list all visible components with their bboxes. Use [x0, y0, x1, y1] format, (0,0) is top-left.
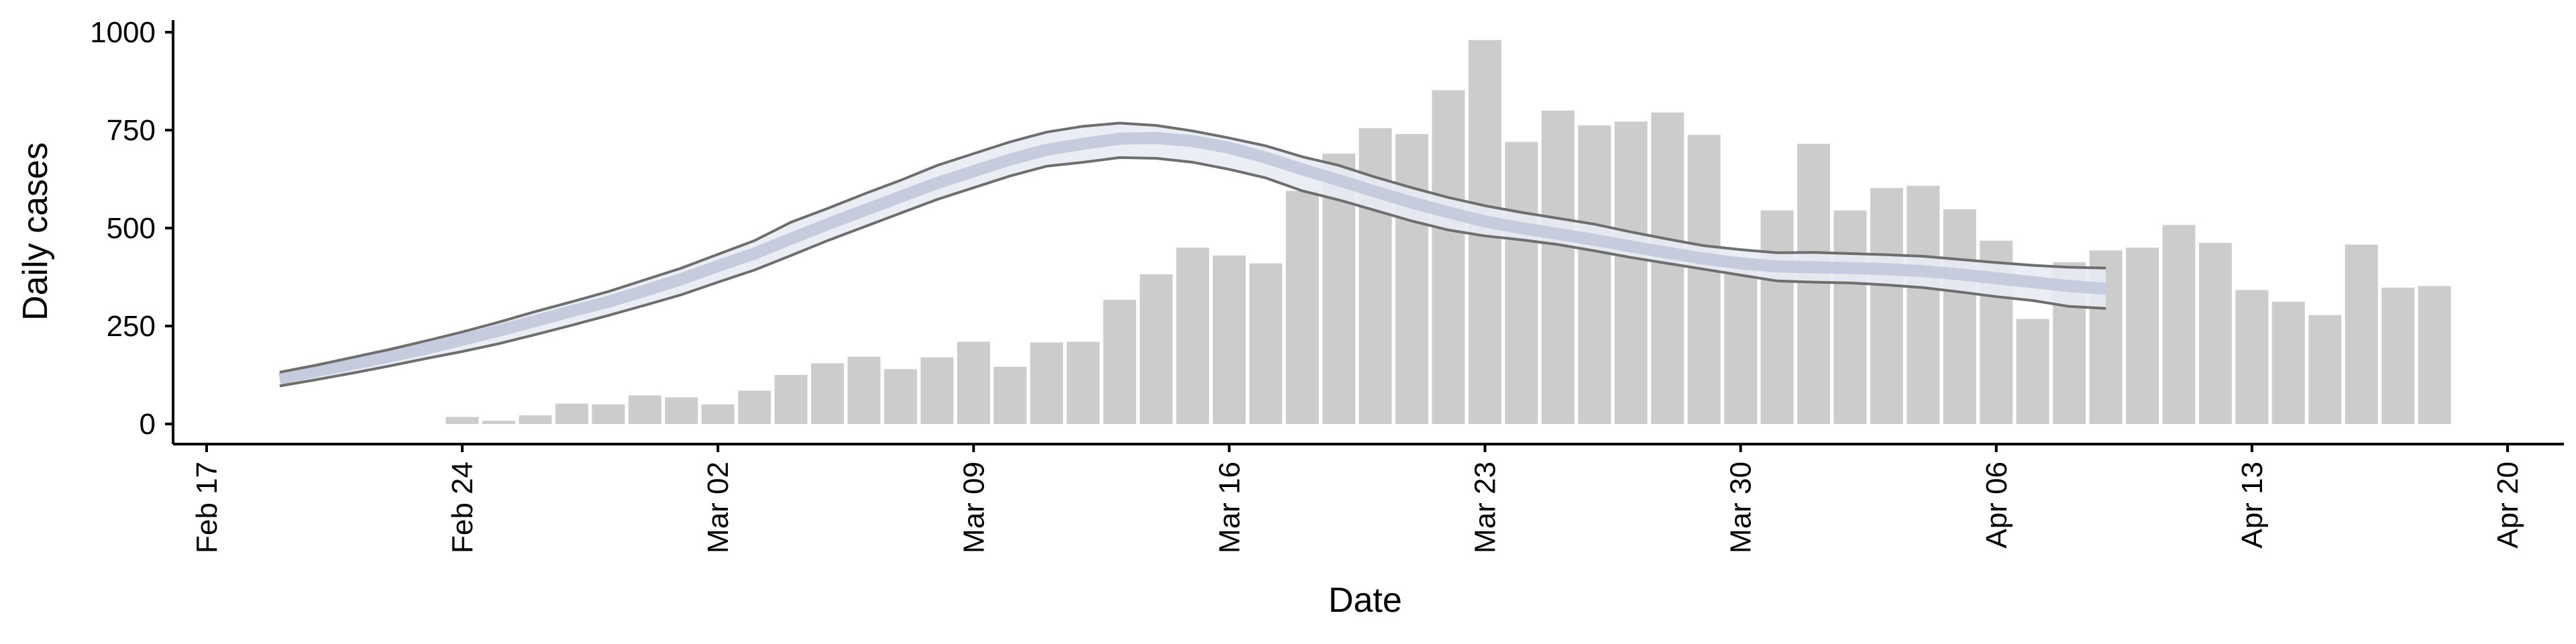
bar-2020-04-17: [2381, 287, 2415, 424]
bar-2020-02-24: [445, 417, 479, 424]
bar-2020-03-04: [774, 375, 808, 424]
x-tick-label-2020-03-30: Mar 30: [1725, 462, 1758, 553]
bar-2020-03-02: [701, 404, 735, 424]
x-axis-title: Date: [1328, 581, 1402, 620]
estimate-median-line: [278, 131, 2106, 385]
x-tick-label-2020-03-16: Mar 16: [1213, 462, 1246, 553]
estimate-lower-bound-line: [279, 156, 2106, 388]
bar-2020-03-18: [1285, 191, 1319, 424]
bar-2020-03-09: [957, 341, 990, 424]
x-tick-label-2020-03-02: Mar 02: [702, 462, 735, 553]
bar-2020-02-26: [519, 415, 552, 424]
bar-2020-02-29: [628, 395, 661, 424]
x-tick-label-2020-02-17: Feb 17: [191, 462, 223, 553]
y-tick-label-500: 500: [107, 212, 156, 245]
bar-2020-04-15: [2308, 315, 2342, 424]
bar-2020-03-07: [883, 369, 917, 424]
bar-2020-03-27: [1614, 121, 1648, 424]
bar-2020-02-25: [482, 421, 516, 424]
bar-2020-03-28: [1651, 112, 1684, 424]
bar-2020-04-14: [2271, 301, 2305, 424]
bar-2020-03-22: [1432, 90, 1465, 424]
bar-2020-02-28: [592, 404, 625, 424]
y-tick-label-0: 0: [140, 408, 156, 441]
x-tick-label-2020-04-06: Apr 06: [1980, 462, 2013, 549]
y-tick-label-750: 750: [107, 114, 156, 147]
bar-2020-04-13: [2235, 290, 2269, 424]
x-tick-label-2020-04-20: Apr 20: [2491, 462, 2524, 549]
bar-2020-04-03: [1870, 188, 1903, 424]
bar-2020-04-05: [1943, 209, 1976, 424]
bar-2020-03-31: [1760, 210, 1794, 424]
bar-2020-04-12: [2198, 243, 2232, 424]
x-tick-label-2020-04-13: Apr 13: [2236, 462, 2269, 549]
bar-2020-03-14: [1140, 274, 1173, 424]
bar-2020-03-03: [738, 390, 771, 424]
bar-2020-03-16: [1212, 255, 1246, 424]
y-tick-label-1000: 1000: [90, 16, 156, 49]
bar-2020-04-16: [2345, 244, 2378, 424]
bar-2020-03-13: [1103, 299, 1136, 424]
x-tick-label-2020-03-09: Mar 09: [957, 462, 990, 553]
bar-2020-03-24: [1505, 142, 1538, 424]
axes-layer: [172, 20, 2564, 445]
y-ticks: 0 250 500 750 1000: [90, 16, 173, 441]
bar-2020-04-04: [1907, 185, 1940, 424]
bar-2020-04-18: [2418, 286, 2451, 424]
x-ticks: Feb 17 Feb 24 Mar 02 Mar 09 Mar 16 Mar 23 Mar …: [191, 444, 2524, 553]
bar-2020-03-01: [665, 397, 698, 424]
bar-2020-03-25: [1541, 110, 1574, 425]
bar-2020-03-10: [994, 366, 1027, 424]
bar-2020-04-02: [1833, 210, 1867, 424]
bar-2020-02-27: [555, 403, 588, 424]
bar-2020-03-15: [1176, 248, 1210, 424]
y-tick-label-250: 250: [107, 310, 156, 343]
bar-2020-03-12: [1067, 341, 1100, 424]
y-axis-title: Daily cases: [16, 142, 55, 321]
bar-2020-03-17: [1249, 263, 1283, 424]
bar-2020-03-30: [1724, 269, 1758, 424]
bar-2020-03-21: [1395, 133, 1429, 425]
estimate-band-layer: [278, 121, 2106, 388]
bar-2020-03-26: [1578, 125, 1611, 424]
bar-2020-04-10: [2126, 248, 2159, 424]
bar-2020-04-07: [2016, 319, 2049, 424]
bar-2020-04-11: [2162, 225, 2196, 424]
x-tick-label-2020-02-24: Feb 24: [446, 462, 479, 553]
bar-2020-04-01: [1797, 144, 1831, 424]
x-tick-label-2020-03-23: Mar 23: [1469, 462, 1502, 553]
bars-layer: [445, 40, 2451, 425]
bar-2020-03-08: [920, 357, 954, 424]
bar-2020-03-06: [847, 356, 881, 424]
bar-2020-03-29: [1687, 135, 1721, 424]
estimate-upper-bound-line: [279, 121, 2106, 374]
estimate-interval-band: [279, 123, 2106, 386]
bar-2020-03-05: [811, 363, 845, 424]
bar-2020-03-11: [1030, 342, 1063, 424]
